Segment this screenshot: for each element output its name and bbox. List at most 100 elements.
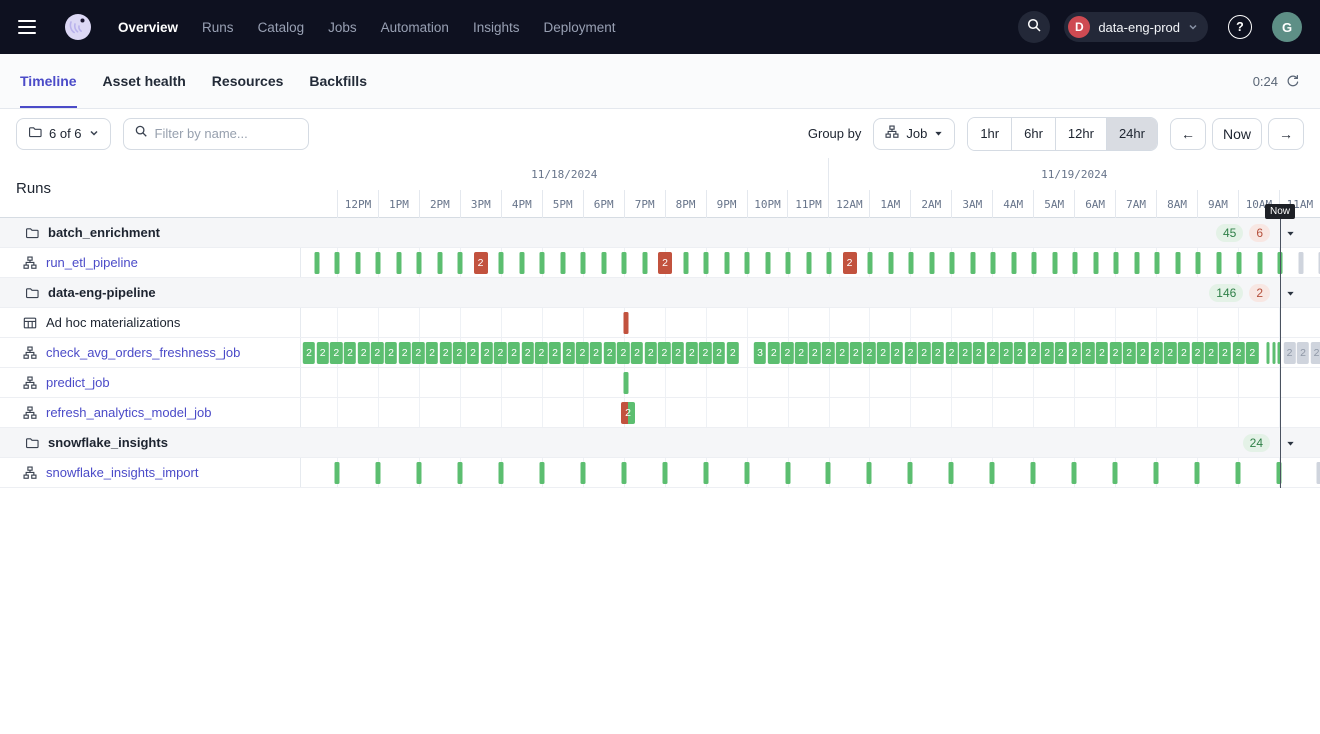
nav-item-deployment[interactable]: Deployment: [543, 19, 616, 35]
run-marker[interactable]: [375, 252, 381, 274]
help-icon[interactable]: ?: [1228, 15, 1252, 39]
run-marker[interactable]: 2: [671, 342, 685, 364]
run-marker[interactable]: 2: [1068, 342, 1081, 364]
run-marker[interactable]: 2: [644, 342, 657, 364]
run-marker[interactable]: 2: [343, 342, 357, 364]
run-marker[interactable]: [1153, 462, 1159, 484]
run-marker[interactable]: [1093, 252, 1098, 274]
run-marker[interactable]: [396, 252, 401, 274]
run-marker[interactable]: [1112, 462, 1118, 484]
run-marker[interactable]: [1266, 342, 1270, 364]
run-marker[interactable]: 2: [986, 342, 999, 364]
run-marker[interactable]: [1011, 252, 1016, 274]
run-marker[interactable]: [744, 252, 750, 274]
run-marker[interactable]: [1277, 342, 1281, 364]
run-marker[interactable]: [457, 252, 463, 274]
run-marker[interactable]: 2: [1283, 342, 1296, 364]
run-marker[interactable]: 2: [1123, 342, 1136, 364]
run-marker[interactable]: [970, 252, 975, 274]
group-label[interactable]: batch_enrichment: [48, 225, 160, 240]
run-marker[interactable]: [601, 252, 606, 274]
timeline-now-button[interactable]: Now: [1211, 117, 1262, 150]
job-label[interactable]: refresh_analytics_model_job: [46, 405, 212, 420]
run-marker[interactable]: 2: [999, 342, 1013, 364]
run-marker[interactable]: [623, 372, 629, 394]
run-marker[interactable]: [662, 462, 668, 484]
run-marker[interactable]: [1276, 462, 1282, 484]
run-marker[interactable]: [1235, 462, 1241, 484]
run-marker[interactable]: 2: [1054, 342, 1068, 364]
run-marker[interactable]: 2: [1109, 342, 1122, 364]
run-marker[interactable]: 2: [917, 342, 931, 364]
run-marker[interactable]: 2: [617, 342, 630, 364]
run-marker[interactable]: 2: [1040, 342, 1054, 364]
run-marker[interactable]: 2: [685, 342, 698, 364]
run-marker[interactable]: 2: [1310, 342, 1320, 364]
run-marker[interactable]: 2: [1082, 342, 1095, 364]
run-marker[interactable]: 2: [589, 342, 603, 364]
nav-item-automation[interactable]: Automation: [380, 19, 449, 35]
run-marker[interactable]: 2: [1246, 342, 1259, 364]
run-marker[interactable]: [375, 462, 381, 484]
run-marker[interactable]: 2: [398, 342, 411, 364]
run-marker[interactable]: [539, 462, 545, 484]
run-marker[interactable]: 2: [507, 342, 521, 364]
run-marker[interactable]: 2: [835, 342, 849, 364]
run-marker[interactable]: [334, 462, 340, 484]
run-marker[interactable]: [1272, 342, 1275, 364]
run-marker[interactable]: 2: [726, 342, 739, 364]
menu-icon[interactable]: [18, 15, 42, 39]
run-marker[interactable]: 2: [1218, 342, 1232, 364]
run-marker[interactable]: 2: [1296, 342, 1310, 364]
tab-asset-health[interactable]: Asset health: [102, 73, 186, 89]
run-marker[interactable]: 2: [876, 342, 890, 364]
expand-caret-icon[interactable]: [1278, 221, 1302, 245]
run-marker[interactable]: [1175, 252, 1180, 274]
nav-item-catalog[interactable]: Catalog: [257, 19, 305, 35]
group-label[interactable]: data-eng-pipeline: [48, 285, 156, 300]
run-marker[interactable]: [1031, 252, 1037, 274]
expand-caret-icon[interactable]: [1278, 431, 1302, 455]
run-marker[interactable]: 2: [384, 342, 398, 364]
run-marker[interactable]: [1134, 252, 1139, 274]
group-by-dropdown[interactable]: Job: [873, 117, 956, 150]
run-marker[interactable]: [1052, 252, 1057, 274]
run-marker[interactable]: [929, 252, 934, 274]
run-marker[interactable]: [867, 252, 873, 274]
run-marker[interactable]: 2: [1232, 342, 1245, 364]
run-marker[interactable]: 2: [630, 342, 644, 364]
run-marker[interactable]: 2: [945, 342, 958, 364]
run-marker[interactable]: 3: [753, 342, 767, 364]
run-marker[interactable]: [1072, 252, 1078, 274]
run-marker[interactable]: [314, 252, 319, 274]
run-marker[interactable]: 2: [357, 342, 370, 364]
run-marker[interactable]: [948, 462, 954, 484]
range-6hr[interactable]: 6hr: [1011, 117, 1055, 150]
run-marker[interactable]: [1257, 252, 1262, 274]
run-marker[interactable]: 2: [822, 342, 835, 364]
run-marker[interactable]: [1194, 462, 1200, 484]
nav-item-overview[interactable]: Overview: [118, 19, 179, 35]
search-button[interactable]: [1018, 11, 1051, 43]
nav-item-insights[interactable]: Insights: [472, 19, 520, 35]
repo-filter-button[interactable]: 6 of 6: [16, 117, 111, 150]
run-marker[interactable]: [1030, 462, 1036, 484]
run-marker[interactable]: 2: [767, 342, 780, 364]
user-avatar[interactable]: G: [1272, 12, 1302, 42]
run-marker[interactable]: 2: [1136, 342, 1150, 364]
run-marker[interactable]: 2: [562, 342, 575, 364]
run-marker[interactable]: [416, 252, 422, 274]
run-marker[interactable]: [1154, 252, 1160, 274]
run-marker[interactable]: 2: [890, 342, 904, 364]
run-marker[interactable]: 2: [330, 342, 343, 364]
run-marker[interactable]: [642, 252, 647, 274]
run-marker[interactable]: 2: [535, 342, 548, 364]
run-marker[interactable]: [1113, 252, 1119, 274]
job-label[interactable]: run_etl_pipeline: [46, 255, 138, 270]
name-filter-input[interactable]: [154, 126, 298, 141]
run-marker[interactable]: [785, 462, 791, 484]
run-marker[interactable]: [765, 252, 770, 274]
run-marker[interactable]: [416, 462, 422, 484]
run-marker[interactable]: [498, 252, 504, 274]
run-marker[interactable]: [744, 462, 750, 484]
